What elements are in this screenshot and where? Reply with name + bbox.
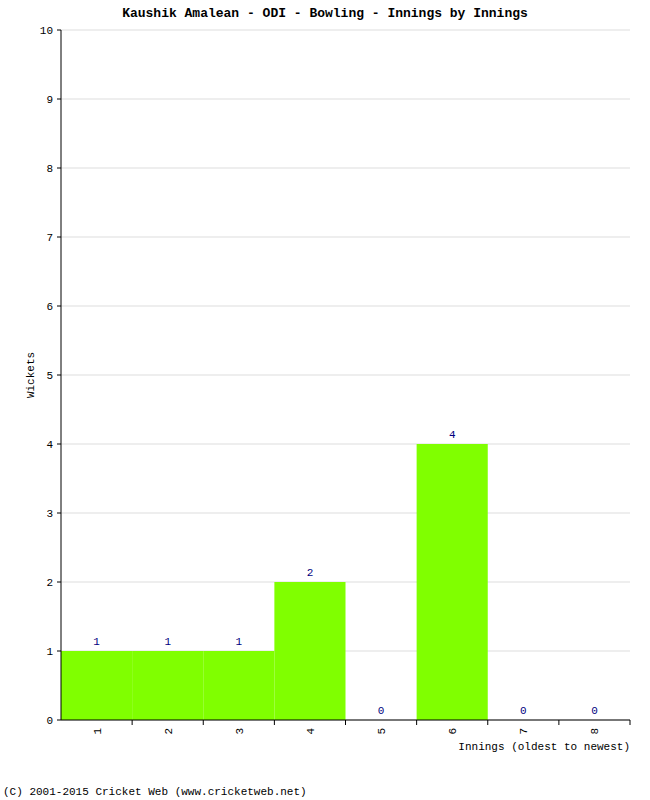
x-tick xyxy=(558,720,559,725)
annotation: (C) 2001-2015 Cricket Web (www.cricketwe… xyxy=(3,786,307,798)
x-tick-label: 4 xyxy=(305,728,317,735)
chart: 0123456789101112040012345678Kaushik Amal… xyxy=(0,0,650,800)
y-tick xyxy=(57,582,61,583)
grid-line xyxy=(61,375,630,376)
x-tick xyxy=(203,720,204,725)
bar xyxy=(203,651,274,720)
data-label: 0 xyxy=(520,705,527,717)
x-tick-label: 7 xyxy=(518,728,530,735)
x-axis-label: Innings (oldest to newest) xyxy=(458,741,630,753)
y-tick xyxy=(57,513,61,514)
data-label: 1 xyxy=(236,636,243,648)
y-tick-label: 4 xyxy=(46,439,53,451)
grid-line xyxy=(61,306,630,307)
x-tick xyxy=(274,720,275,725)
grid-line xyxy=(61,444,630,445)
x-tick xyxy=(416,720,417,725)
grid-line xyxy=(61,168,630,169)
data-label: 1 xyxy=(93,636,100,648)
data-label: 2 xyxy=(307,567,314,579)
data-label: 0 xyxy=(378,705,385,717)
bar xyxy=(274,582,345,720)
x-tick xyxy=(630,720,631,725)
y-axis xyxy=(61,30,62,720)
y-tick-label: 1 xyxy=(46,646,53,658)
grid-line xyxy=(61,99,630,100)
x-tick xyxy=(345,720,346,725)
y-tick xyxy=(57,720,61,721)
y-tick xyxy=(57,651,61,652)
data-label: 0 xyxy=(591,705,598,717)
x-tick-label: 6 xyxy=(447,728,459,735)
y-axis-label: Wickets xyxy=(25,352,37,398)
y-tick-label: 3 xyxy=(46,508,53,520)
x-tick-label: 3 xyxy=(234,728,246,735)
x-tick xyxy=(132,720,133,725)
y-tick-label: 0 xyxy=(46,715,53,727)
grid-line xyxy=(61,30,630,31)
y-tick xyxy=(57,444,61,445)
x-tick-label: 5 xyxy=(376,728,388,735)
x-tick xyxy=(487,720,488,725)
data-label: 1 xyxy=(164,636,171,648)
y-tick-label: 2 xyxy=(46,577,53,589)
grid-line xyxy=(61,237,630,238)
title: Kaushik Amalean - ODI - Bowling - Inning… xyxy=(122,6,528,21)
y-tick-label: 7 xyxy=(46,232,53,244)
y-tick xyxy=(57,99,61,100)
bar xyxy=(132,651,203,720)
x-tick-label: 1 xyxy=(92,728,104,735)
y-tick-label: 6 xyxy=(46,301,53,313)
y-tick-label: 8 xyxy=(46,163,53,175)
bar xyxy=(61,651,132,720)
y-tick xyxy=(57,168,61,169)
y-tick xyxy=(57,375,61,376)
x-tick-label: 8 xyxy=(589,728,601,735)
data-label: 4 xyxy=(449,429,456,441)
y-tick-label: 10 xyxy=(40,25,53,37)
background xyxy=(0,0,650,800)
y-tick-label: 9 xyxy=(46,94,53,106)
bars xyxy=(61,444,488,720)
y-tick xyxy=(57,30,61,31)
y-tick-label: 5 xyxy=(46,370,53,382)
bar xyxy=(417,444,488,720)
y-tick xyxy=(57,237,61,238)
x-tick-label: 2 xyxy=(163,728,175,735)
grid-line xyxy=(61,513,630,514)
y-tick xyxy=(57,306,61,307)
